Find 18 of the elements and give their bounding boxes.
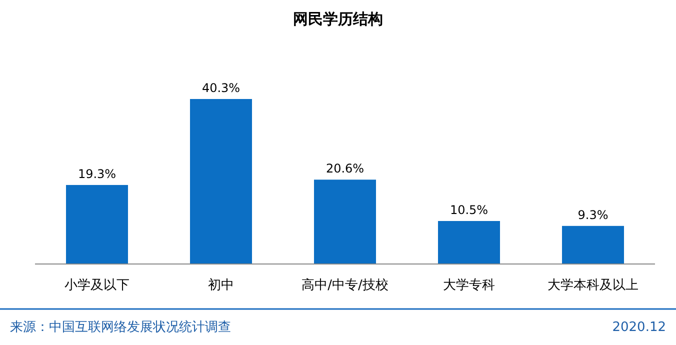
x-tick-label: 小学及以下 bbox=[64, 278, 130, 293]
data-label: 40.3% bbox=[202, 81, 240, 95]
source-note: 来源：中国互联网络发展状况统计调查 bbox=[10, 320, 231, 335]
x-tick-label: 大学专科 bbox=[443, 278, 495, 293]
x-tick-label: 大学本科及以上 bbox=[548, 278, 638, 293]
data-label: 20.6% bbox=[326, 162, 364, 176]
data-label: 19.3% bbox=[78, 166, 116, 181]
chart-title: 网民学历结构 bbox=[293, 10, 383, 28]
bar bbox=[314, 180, 376, 264]
data-label: 9.3% bbox=[578, 208, 608, 222]
bar bbox=[66, 184, 128, 264]
data-label: 10.5% bbox=[450, 203, 488, 218]
x-tick-label: 高中/中专/技校 bbox=[302, 277, 388, 293]
bar bbox=[562, 226, 624, 264]
bar bbox=[438, 221, 500, 264]
text: 2020.12 bbox=[612, 320, 666, 335]
bar bbox=[190, 99, 252, 264]
x-tick-label: 初中 bbox=[208, 278, 234, 293]
